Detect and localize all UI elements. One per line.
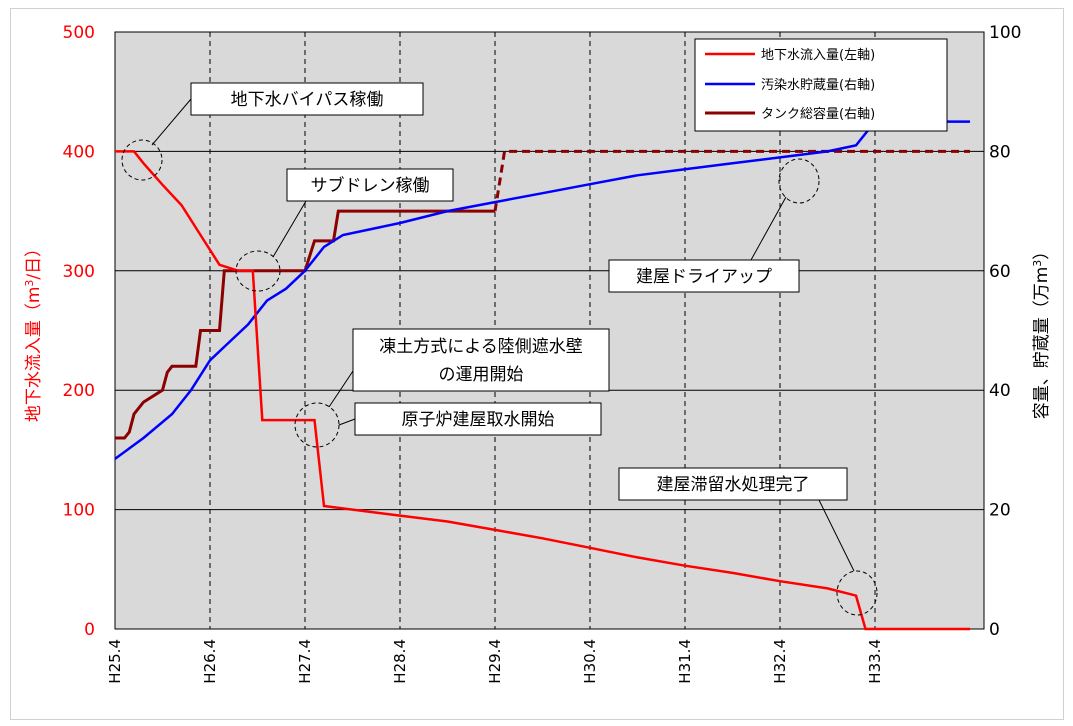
x-tick-label: H29.4 (486, 639, 504, 684)
chart-svg: 0 100 200 300 400 500 0 20 40 60 80 100 H25.4 H26.4… (11, 9, 1063, 719)
right-tick-label: 80 (989, 142, 1011, 162)
x-tick-label: H31.4 (676, 639, 694, 684)
right-axis-label: 容量、貯蔵量（万m3） (1031, 243, 1053, 420)
x-axis-ticks: H25.4 H26.4 H27.4 H28.4 H29.4 H30.4 H31.4 H32.4… (106, 639, 884, 684)
left-tick-label: 400 (63, 142, 95, 162)
annotation-frozen-line1: 凍土方式による陸側遮水壁 (379, 337, 583, 357)
annotation-frozen-line2: の運用開始 (439, 365, 524, 385)
x-tick-label: H28.4 (391, 639, 409, 684)
right-tick-label: 40 (989, 381, 1011, 401)
x-tick-label: H30.4 (581, 639, 599, 684)
annotation-bypass: 地下水バイパス稼働 (231, 90, 384, 110)
x-tick-label: H33.4 (866, 639, 884, 684)
x-tick-label: H32.4 (771, 639, 789, 684)
annotation-intake: 原子炉建屋取水開始 (402, 410, 555, 430)
x-tick-label: H25.4 (106, 639, 124, 684)
left-tick-label: 200 (63, 381, 95, 401)
left-tick-label: 0 (84, 620, 95, 640)
legend-label-groundwater: 地下水流入量(左軸) (761, 48, 875, 63)
legend-label-storage: 汚染水貯蔵量(右軸) (761, 78, 875, 93)
left-tick-label: 100 (63, 501, 95, 521)
legend: 地下水流入量(左軸) 汚染水貯蔵量(右軸) タンク総容量(右軸) (695, 39, 947, 131)
chart-frame: 0 100 200 300 400 500 0 20 40 60 80 100 H25.4 H26.4… (10, 8, 1064, 720)
annotation-dryup: 建屋ドライアップ (636, 267, 772, 287)
left-axis-ticks: 0 100 200 300 400 500 (63, 23, 95, 640)
annotation-subdrain: サブドレン稼働 (311, 175, 430, 196)
right-tick-label: 20 (989, 501, 1011, 521)
left-axis-label: 地下水流入量（m3/日） (23, 240, 45, 422)
left-tick-label: 500 (63, 23, 95, 43)
right-axis-ticks: 0 20 40 60 80 100 (989, 23, 1021, 640)
right-tick-label: 100 (989, 23, 1021, 43)
legend-label-tank: タンク総容量(右軸) (761, 106, 875, 122)
right-tick-label: 60 (989, 262, 1011, 282)
annotation-complete: 建屋滞留水処理完了 (657, 475, 810, 495)
x-tick-label: H27.4 (296, 639, 314, 684)
x-tick-label: H26.4 (201, 639, 219, 684)
left-tick-label: 300 (63, 262, 95, 282)
right-tick-label: 0 (989, 620, 1000, 640)
